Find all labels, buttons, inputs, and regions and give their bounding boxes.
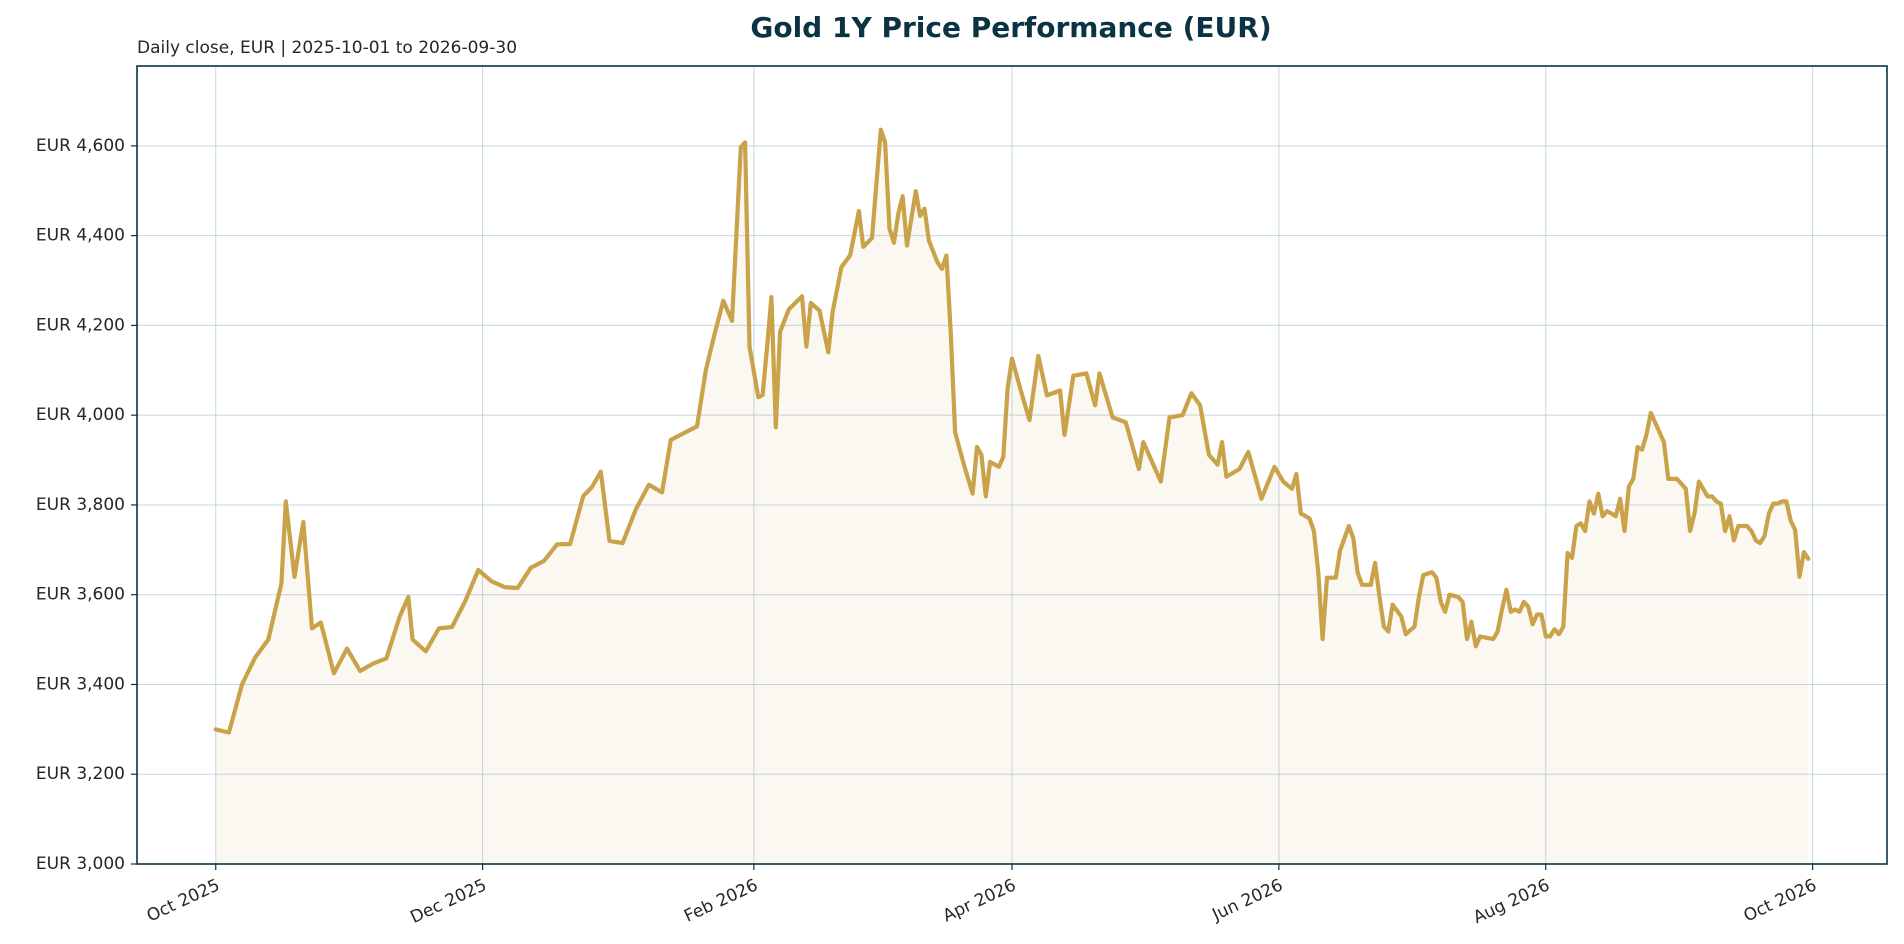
y-tick-label: EUR 3,400: [36, 674, 125, 694]
chart-subtitle: Daily close, EUR | 2025-10-01 to 2026-09…: [137, 38, 517, 58]
y-tick-label: EUR 4,000: [36, 405, 125, 425]
price-line: [213, 127, 1811, 735]
y-tick-label: EUR 4,600: [36, 136, 125, 156]
plot-frame: [136, 65, 1888, 865]
y-tick-label: EUR 3,800: [36, 495, 125, 515]
y-tick-label: EUR 3,600: [36, 585, 125, 605]
y-tick-label: EUR 3,000: [36, 854, 125, 874]
y-tick-label: EUR 4,400: [36, 226, 125, 246]
y-tick-label: EUR 4,200: [36, 315, 125, 335]
chart-title: Gold 1Y Price Performance (EUR): [750, 11, 1271, 44]
area: [215, 129, 1809, 864]
y-tick-label: EUR 3,200: [36, 764, 125, 784]
